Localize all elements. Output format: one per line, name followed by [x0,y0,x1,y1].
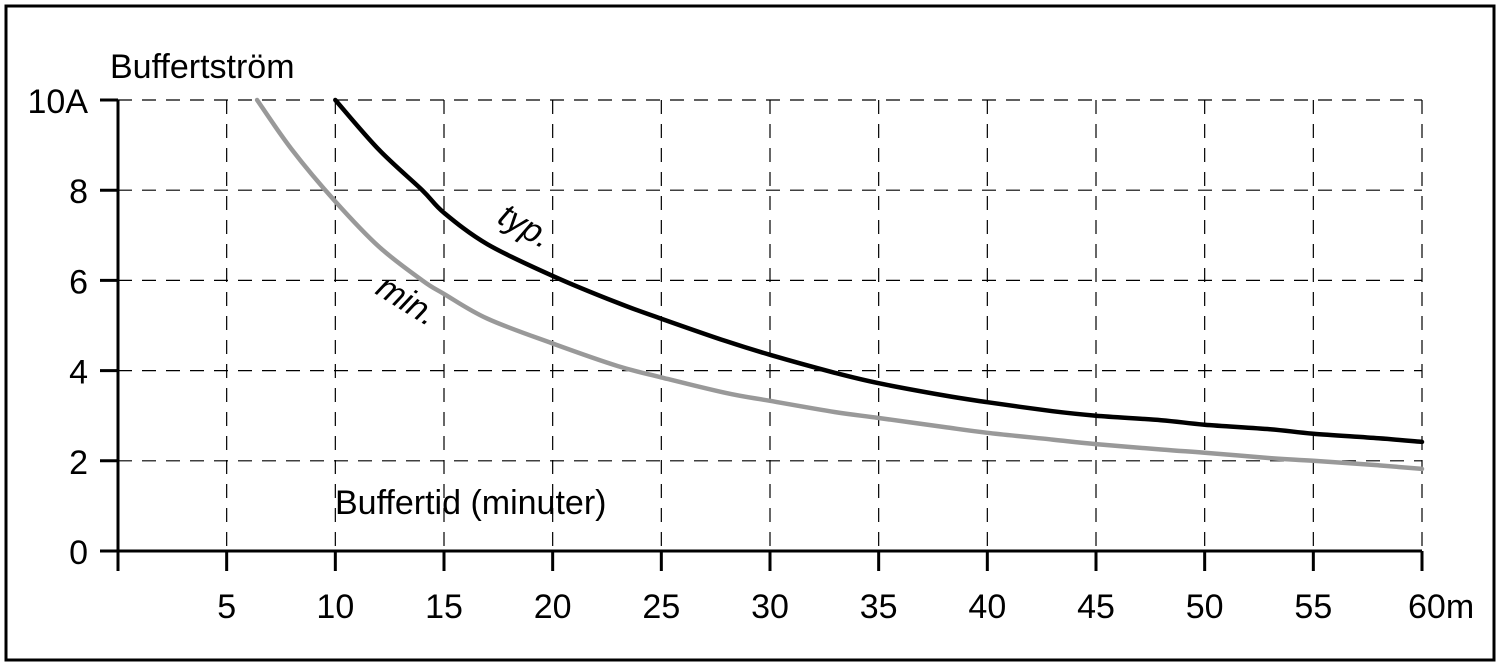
axes: 0 2 4 6 8 10A 5 10 15 20 25 30 35 40 45 50 55 60m [28,83,1475,626]
chart-frame [4,4,1496,662]
x-tick-label-50: 50 [1186,588,1224,626]
x-axis-title: Buffertid (minuter) [335,484,606,522]
x-tick-label-20: 20 [534,588,572,626]
x-tick-label-35: 35 [860,588,898,626]
y-tick-label-0: 0 [69,534,88,572]
y-tick-label-4: 4 [69,354,88,392]
y-tick-label-6: 6 [69,263,88,301]
y-tick-label-2: 2 [69,444,88,482]
grid [118,99,1423,551]
x-tick-label-40: 40 [968,588,1006,626]
y-tick-label-8: 8 [69,173,88,211]
series-line-typ [333,97,1425,445]
series-line-min [254,97,1425,472]
x-tick-label-60: 60m [1408,588,1474,626]
x-tick-label-55: 55 [1294,588,1332,626]
y-tick-label-10: 10A [28,83,89,121]
x-tick-label-25: 25 [642,588,680,626]
x-tick-label-45: 45 [1077,588,1115,626]
y-axis-title: Buffertström [110,48,295,86]
x-tick-label-10: 10 [316,588,354,626]
x-tick-label-15: 15 [425,588,463,626]
x-tick-label-30: 30 [751,588,789,626]
series [254,97,1425,472]
x-tick-label-5: 5 [217,588,236,626]
